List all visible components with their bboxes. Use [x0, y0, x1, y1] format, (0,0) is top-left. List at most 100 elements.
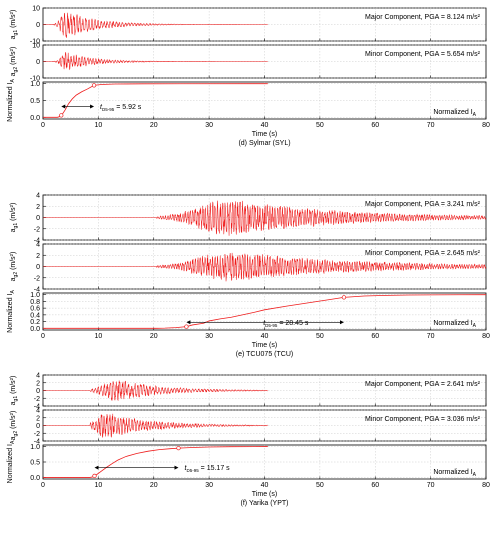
y-tick-label: 0: [36, 388, 40, 395]
y-tick-label: 4: [36, 242, 40, 249]
y-axis-label: ag1 (m/s²): [10, 376, 19, 406]
y-tick-label: 10: [32, 43, 40, 50]
t5-marker: [92, 473, 97, 479]
x-tick-label: 60: [371, 122, 379, 129]
t95-marker: [341, 295, 347, 300]
x-tick-label: 20: [150, 333, 158, 340]
y-tick-label: -4: [34, 404, 40, 411]
x-tick-label: 70: [427, 333, 435, 340]
y-axis-label: Normalized IA: [7, 440, 16, 483]
arrow-head-left: [94, 465, 99, 470]
duration-label: tD5-95 = 28.45 s: [263, 320, 309, 328]
ia-annotation: Normalized IA: [433, 469, 476, 478]
y-tick-label: 0: [36, 22, 40, 29]
x-tick-label: 50: [316, 333, 324, 340]
x-tick-label: 10: [94, 333, 102, 340]
panel-1-2: -10 0 10 ag2 (m/s²) Minor Component, PGA = 5…: [10, 43, 487, 83]
chart-caption: (d) Sylmar (SYL): [238, 140, 290, 147]
pga-annotation: Major Component, PGA = 2.641 m/s²: [365, 381, 481, 388]
duration-label: tD5-95 = 5.92 s: [100, 104, 142, 112]
pga-annotation: Minor Component, PGA = 5.654 m/s²: [365, 51, 481, 58]
x-tick-label: 50: [316, 122, 324, 129]
arrow-head-right: [339, 320, 344, 325]
y-tick-label: 1.0: [30, 444, 40, 451]
pga-annotation: Minor Component, PGA = 2.645 m/s²: [365, 250, 481, 257]
x-tick-label: 80: [482, 333, 490, 340]
y-axis-label: ag1 (m/s²): [10, 10, 19, 40]
x-tick-label: 50: [316, 482, 324, 489]
panel-1-3: 0.0 0.5 1.0 Normalized IA Normalized IA tD5-9…: [7, 79, 487, 122]
arrow-head-left: [186, 320, 191, 325]
x-tick-label: 10: [94, 482, 102, 489]
y-tick-label: 2: [36, 204, 40, 211]
acceleration-trace: [43, 52, 268, 71]
duration-label: tD5-95 = 15.17 s: [185, 465, 231, 473]
y-axis-label: ag2 (m/s²): [10, 252, 19, 282]
x-tick-label: 30: [205, 122, 213, 129]
pga-annotation: Major Component, PGA = 8.124 m/s²: [365, 14, 481, 21]
panel-3-3: 0.0 0.5 1.0 Normalized IA Normalized IA tD5-9…: [7, 440, 487, 483]
y-tick-label: -10: [30, 76, 40, 83]
x-tick-label: 20: [150, 482, 158, 489]
x-axis-label: Time (s): [252, 342, 277, 349]
y-tick-label: -10: [30, 39, 40, 46]
y-axis-label: ag1 (m/s²): [10, 203, 19, 233]
y-tick-label: 0.5: [30, 98, 40, 105]
x-tick-label: 30: [205, 333, 213, 340]
y-axis-label: Normalized IA: [7, 290, 16, 333]
x-axis-label: Time (s): [252, 491, 277, 498]
panel-1-1: -10 0 10 ag1 (m/s²) Major Component, PGA = 8…: [10, 6, 487, 46]
y-tick-label: -2: [34, 431, 40, 438]
y-tick-label: 2: [36, 415, 40, 422]
y-tick-label: -4: [34, 287, 40, 294]
y-tick-label: 0.5: [30, 460, 40, 467]
panel-2-2: -4 -2 0 2 4 ag2 (m/s²) Minor Component, PGA = …: [10, 242, 487, 294]
t95-marker: [176, 445, 181, 451]
y-tick-label: 0.0: [30, 475, 40, 482]
y-tick-label: 0.6: [30, 306, 40, 313]
y-tick-label: 0.0: [30, 115, 40, 122]
x-tick-label: 40: [261, 482, 269, 489]
x-tick-label: 70: [427, 482, 435, 489]
panel-2-1: -4 -2 0 2 4 ag1 (m/s²) Major Component, PGA = …: [10, 193, 487, 245]
y-tick-label: 4: [36, 408, 40, 415]
y-tick-label: -4: [34, 439, 40, 446]
y-axis-label: Normalized IA: [7, 79, 16, 122]
acceleration-trace: [43, 380, 268, 402]
y-tick-label: 1.0: [30, 292, 40, 299]
y-tick-label: -2: [34, 396, 40, 403]
x-tick-label: 20: [150, 122, 158, 129]
arrow-head-right: [174, 465, 179, 470]
y-tick-label: 0.0: [30, 326, 40, 333]
y-tick-label: 0: [36, 423, 40, 430]
x-tick-label: 80: [482, 122, 490, 129]
y-tick-label: -4: [34, 238, 40, 245]
x-tick-label: 60: [371, 333, 379, 340]
arrow-head-right: [90, 104, 95, 109]
y-tick-label: 4: [36, 373, 40, 380]
x-tick-label: 30: [205, 482, 213, 489]
acceleration-trace: [43, 413, 268, 439]
ia-annotation: Normalized IA: [433, 320, 476, 329]
chart-caption: (e) TCU075 (TCU): [236, 351, 293, 358]
y-tick-label: 4: [36, 193, 40, 200]
x-tick-label: 60: [371, 482, 379, 489]
t5-marker: [184, 324, 189, 329]
y-tick-label: 10: [32, 6, 40, 13]
x-tick-label: 40: [261, 122, 269, 129]
x-tick-label: 0: [41, 482, 45, 489]
x-axis-label: Time (s): [252, 131, 277, 138]
chart-caption: (f) Yarika (YPT): [241, 500, 289, 507]
y-tick-label: -2: [34, 275, 40, 282]
t95-marker: [91, 83, 97, 88]
y-tick-label: 0.2: [30, 319, 40, 326]
y-tick-label: 0.4: [30, 312, 40, 319]
x-tick-label: 70: [427, 122, 435, 129]
x-tick-label: 40: [261, 333, 269, 340]
y-tick-label: 0: [36, 59, 40, 66]
acceleration-trace: [43, 12, 268, 38]
